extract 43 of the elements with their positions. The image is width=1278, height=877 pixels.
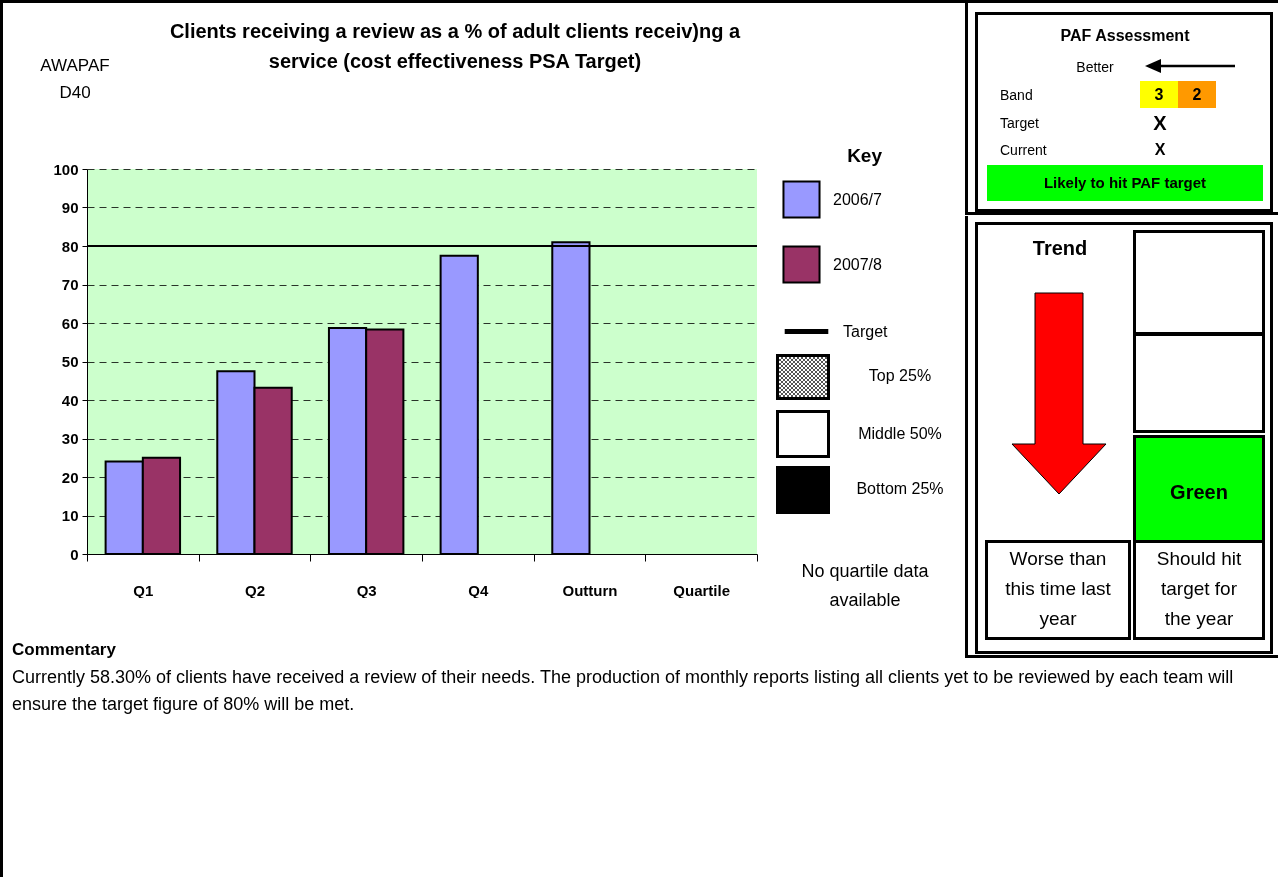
text: No quartile data available (800, 560, 930, 612)
y-tick-label: 40 (61, 391, 79, 409)
y-tick-label: 80 (61, 237, 79, 255)
text: PAF Assessment (1059, 27, 1191, 45)
legend-label: 2007/8 (833, 255, 883, 273)
text: X (1153, 141, 1167, 159)
y-tick-label: 10 (61, 507, 79, 524)
text: Target (1000, 115, 1039, 131)
y-tick-label: 70 (61, 276, 79, 293)
x-tick-label: Outturn (562, 581, 618, 599)
text: Middle 50% (857, 425, 943, 443)
text: Current (1000, 142, 1047, 158)
y-tick-label: 90 (61, 199, 79, 216)
text: Band (1000, 87, 1033, 103)
text: Trend (1031, 237, 1089, 260)
legend-title: Key (847, 145, 883, 166)
x-tick-label: Q3 (356, 581, 377, 599)
legend-label: 2006/7 (833, 190, 883, 208)
x-tick-label: Q1 (133, 581, 154, 599)
text: 3 (1140, 81, 1178, 108)
legend-label: Target (843, 322, 889, 340)
x-tick-label: Q4 (468, 581, 489, 599)
text: Should hit target for the year (1133, 540, 1265, 640)
chart-title: Clients receiving a review as a % of adult clients receiv)ng a service (cost effectiveness PSA Target) (168, 19, 742, 74)
y-tick-label: 30 (61, 430, 79, 447)
text: 2 (1178, 81, 1216, 108)
y-tick-label: 100 (53, 160, 79, 178)
text: Better (1075, 59, 1115, 75)
text: Commentary (12, 640, 116, 660)
text: Currently 58.30% of clients have received a review of their needs. The production of monthly reports listing all clients yet to be reviewed by each team will ensure the target figure of 80% will be met. (12, 666, 1235, 716)
text: Top 25% (867, 367, 933, 385)
text: Bottom 25% (855, 480, 945, 498)
text: X (1152, 112, 1168, 135)
y-tick-label: 60 (61, 314, 79, 332)
text: Likely to hit PAF target (987, 165, 1263, 201)
text: Green (1133, 435, 1265, 543)
x-tick-label: Quartile (673, 581, 731, 599)
y-tick-label: 20 (61, 468, 79, 486)
text: Worse than this time last year (985, 540, 1131, 640)
text: AWAPAF D40 (39, 55, 111, 104)
x-tick-label: Q2 (244, 581, 266, 599)
y-tick-label: 50 (61, 353, 79, 370)
y-tick-label: 0 (70, 545, 79, 563)
